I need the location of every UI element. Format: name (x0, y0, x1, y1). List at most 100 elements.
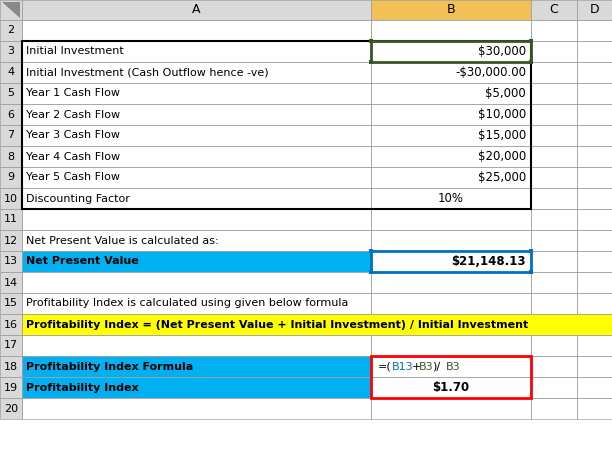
Text: $10,000: $10,000 (478, 108, 526, 121)
Bar (577, 125, 612, 146)
Bar (22, 251, 371, 272)
Text: +: + (412, 361, 422, 372)
Bar (0, 20, 22, 41)
Bar (531, 146, 577, 167)
Bar (0, 20, 22, 41)
Bar (577, 335, 612, 356)
Text: $1.70: $1.70 (433, 381, 469, 394)
Bar (371, 398, 531, 419)
Bar (0, 356, 22, 377)
Bar (531, 377, 577, 398)
Bar (0, 146, 22, 167)
Bar (531, 83, 577, 104)
Bar (577, 62, 612, 83)
Bar (371, 188, 531, 209)
Bar (22, 125, 371, 146)
Bar (371, 293, 531, 314)
Text: A: A (192, 4, 201, 17)
Bar (531, 125, 577, 146)
Bar (22, 230, 371, 251)
Bar (0, 125, 22, 146)
Bar (22, 104, 371, 125)
Bar (531, 335, 577, 356)
Bar (22, 377, 371, 398)
Bar (0, 356, 22, 377)
Bar (22, 356, 371, 377)
Bar (371, 251, 531, 272)
Bar (0, 41, 22, 62)
Text: 7: 7 (7, 130, 15, 141)
Bar (22, 377, 371, 398)
Bar (577, 125, 612, 146)
Bar (0, 209, 22, 230)
Text: 4: 4 (7, 67, 15, 77)
Bar (531, 356, 577, 377)
Bar (371, 356, 531, 377)
Bar (531, 272, 577, 293)
Bar (0, 41, 22, 62)
Bar (22, 230, 371, 251)
Bar (22, 20, 371, 41)
Bar (371, 209, 531, 230)
Bar (531, 251, 577, 272)
Bar (371, 335, 531, 356)
Bar (0, 335, 22, 356)
Bar (22, 104, 371, 125)
Bar (577, 0, 612, 20)
Bar (371, 251, 531, 272)
Bar (371, 104, 531, 125)
Bar (371, 167, 531, 188)
Text: B3: B3 (446, 361, 461, 372)
Bar (577, 356, 612, 377)
Bar (371, 146, 531, 167)
Bar (0, 272, 22, 293)
Bar (0, 0, 22, 20)
Text: 2: 2 (7, 25, 15, 35)
Bar (22, 167, 371, 188)
Bar (372, 356, 530, 377)
Bar (371, 356, 531, 377)
Bar (0, 104, 22, 125)
Bar (0, 0, 22, 20)
Bar (0, 377, 22, 398)
Bar (371, 83, 531, 104)
Bar (0, 398, 22, 419)
Text: 18: 18 (4, 361, 18, 372)
Bar (22, 272, 371, 293)
Text: Year 2 Cash Flow: Year 2 Cash Flow (26, 110, 120, 119)
Bar (22, 293, 371, 314)
Bar (0, 398, 22, 419)
Bar (0, 104, 22, 125)
Bar (371, 335, 531, 356)
Bar (22, 209, 371, 230)
Text: C: C (550, 4, 558, 17)
Bar (577, 356, 612, 377)
Bar (371, 62, 531, 83)
Bar (531, 41, 577, 62)
Bar (531, 125, 577, 146)
Bar (22, 167, 371, 188)
Bar (0, 230, 22, 251)
Text: )/: )/ (433, 361, 441, 372)
Bar (371, 41, 531, 62)
Text: 8: 8 (7, 152, 15, 161)
Bar (531, 167, 577, 188)
Bar (531, 230, 577, 251)
Bar (371, 125, 531, 146)
Bar (371, 377, 531, 398)
Bar (22, 20, 371, 41)
Bar (577, 398, 612, 419)
Bar (22, 314, 612, 335)
Bar (577, 41, 612, 62)
Bar (577, 20, 612, 41)
Bar (371, 104, 531, 125)
Bar (531, 62, 577, 83)
Bar (531, 251, 577, 272)
Bar (22, 188, 371, 209)
Bar (577, 293, 612, 314)
Text: $5,000: $5,000 (485, 87, 526, 100)
Bar (577, 62, 612, 83)
Bar (531, 146, 577, 167)
Bar (0, 62, 22, 83)
Bar (22, 0, 371, 20)
